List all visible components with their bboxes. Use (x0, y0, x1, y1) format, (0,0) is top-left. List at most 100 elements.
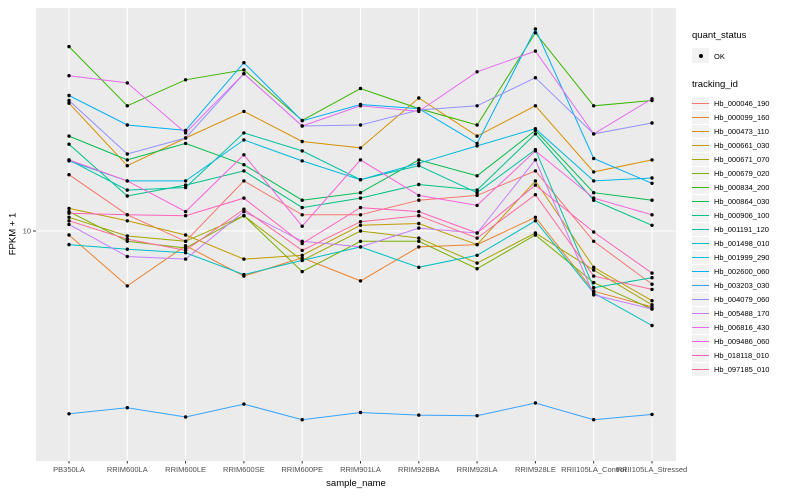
legend-item: Hb_097185_010 (692, 363, 769, 376)
data-point (592, 132, 596, 136)
data-point (242, 179, 246, 183)
y-axis-title: FPKM + 1 (7, 212, 19, 256)
legend-item: Hb_009486_060 (692, 335, 769, 348)
legend-key (692, 139, 709, 152)
data-point (300, 256, 304, 260)
data-point (242, 61, 246, 65)
data-point (358, 205, 363, 210)
data-point (592, 265, 596, 269)
data-point (67, 98, 71, 103)
legend-item: Hb_000099_160 (692, 111, 769, 124)
data-point (242, 169, 246, 173)
legend-item: Hb_000046_190 (692, 97, 769, 110)
legend-item-label: Hb_005488_170 (714, 309, 770, 318)
data-point (125, 158, 129, 162)
data-point (533, 183, 538, 187)
data-point (417, 265, 421, 269)
legend-key-line-icon (692, 200, 709, 203)
data-point (475, 231, 479, 235)
data-point (358, 104, 363, 108)
legend-item-label: Hb_000661_030 (714, 141, 770, 150)
data-point (417, 158, 421, 162)
point-marker-icon (698, 53, 703, 58)
data-point (242, 402, 246, 406)
legend-item-label: Hb_000864_030 (714, 197, 770, 206)
legend-key-line-icon (692, 256, 709, 259)
x-tick-label: RRII105LA_Control (561, 465, 626, 474)
data-point (358, 220, 363, 224)
data-point (475, 191, 479, 195)
legend-key (692, 265, 709, 278)
legend-item: Hb_000906_100 (692, 209, 769, 222)
data-point (650, 198, 654, 202)
data-point (125, 213, 129, 217)
legend-key (692, 125, 709, 138)
data-point (592, 268, 596, 272)
data-point (67, 93, 71, 98)
data-point (358, 146, 363, 150)
legend-key (692, 209, 709, 222)
data-point (650, 276, 654, 280)
data-point (183, 233, 188, 237)
data-point (533, 401, 538, 405)
data-point (183, 141, 188, 146)
legend-key-line-icon (692, 242, 709, 245)
data-point (650, 181, 654, 185)
legend-key (692, 111, 709, 124)
x-tick-label: RRIM928BA (398, 465, 440, 474)
data-point (475, 104, 479, 108)
data-point (650, 223, 654, 227)
legend-key-line-icon (692, 368, 709, 371)
data-point (417, 236, 421, 240)
legend-item-label: Hb_000099_160 (714, 113, 770, 122)
data-point (300, 149, 304, 153)
data-point (533, 193, 538, 197)
data-point (475, 123, 479, 127)
data-point (125, 284, 129, 288)
data-point (125, 194, 129, 198)
data-point (183, 136, 188, 140)
data-point (417, 164, 421, 168)
data-point (300, 159, 304, 163)
legend-key (692, 223, 709, 236)
data-point (358, 178, 363, 182)
y-tick-label: 10 (23, 227, 31, 236)
legend-item-label: Hb_000046_190 (714, 99, 770, 108)
legend-key (692, 363, 709, 376)
data-point (475, 193, 479, 198)
data-point (417, 198, 421, 202)
data-point (592, 156, 596, 161)
legend-key-line-icon (692, 102, 709, 105)
legend-key-line-icon (692, 228, 709, 231)
x-tick-label: PB350LA (53, 465, 85, 474)
legend-item: Hb_000864_030 (692, 195, 769, 208)
data-point (650, 121, 654, 125)
legend-key (692, 279, 709, 292)
legend-key-line-icon (692, 340, 709, 343)
data-point (650, 287, 654, 292)
data-point (67, 134, 71, 138)
data-point (300, 224, 304, 228)
data-point (67, 142, 71, 146)
data-point (533, 27, 538, 31)
legend-item: Hb_001498_010 (692, 237, 769, 250)
data-point (475, 188, 479, 192)
legend-item: Hb_000834_200 (692, 181, 769, 194)
data-point (67, 412, 71, 416)
data-point (183, 239, 188, 243)
data-point (125, 104, 129, 108)
data-point (183, 183, 188, 187)
legend-item-ok: OK (692, 48, 769, 65)
data-point (533, 149, 538, 153)
data-point (650, 412, 654, 417)
data-point (67, 44, 71, 49)
data-point (358, 196, 363, 200)
data-point (183, 415, 188, 419)
data-point (475, 203, 479, 208)
data-point (358, 245, 363, 249)
data-point (300, 418, 304, 422)
data-point (592, 239, 596, 243)
data-point (417, 221, 421, 226)
x-tick-label: RRIM600LA (107, 465, 148, 474)
